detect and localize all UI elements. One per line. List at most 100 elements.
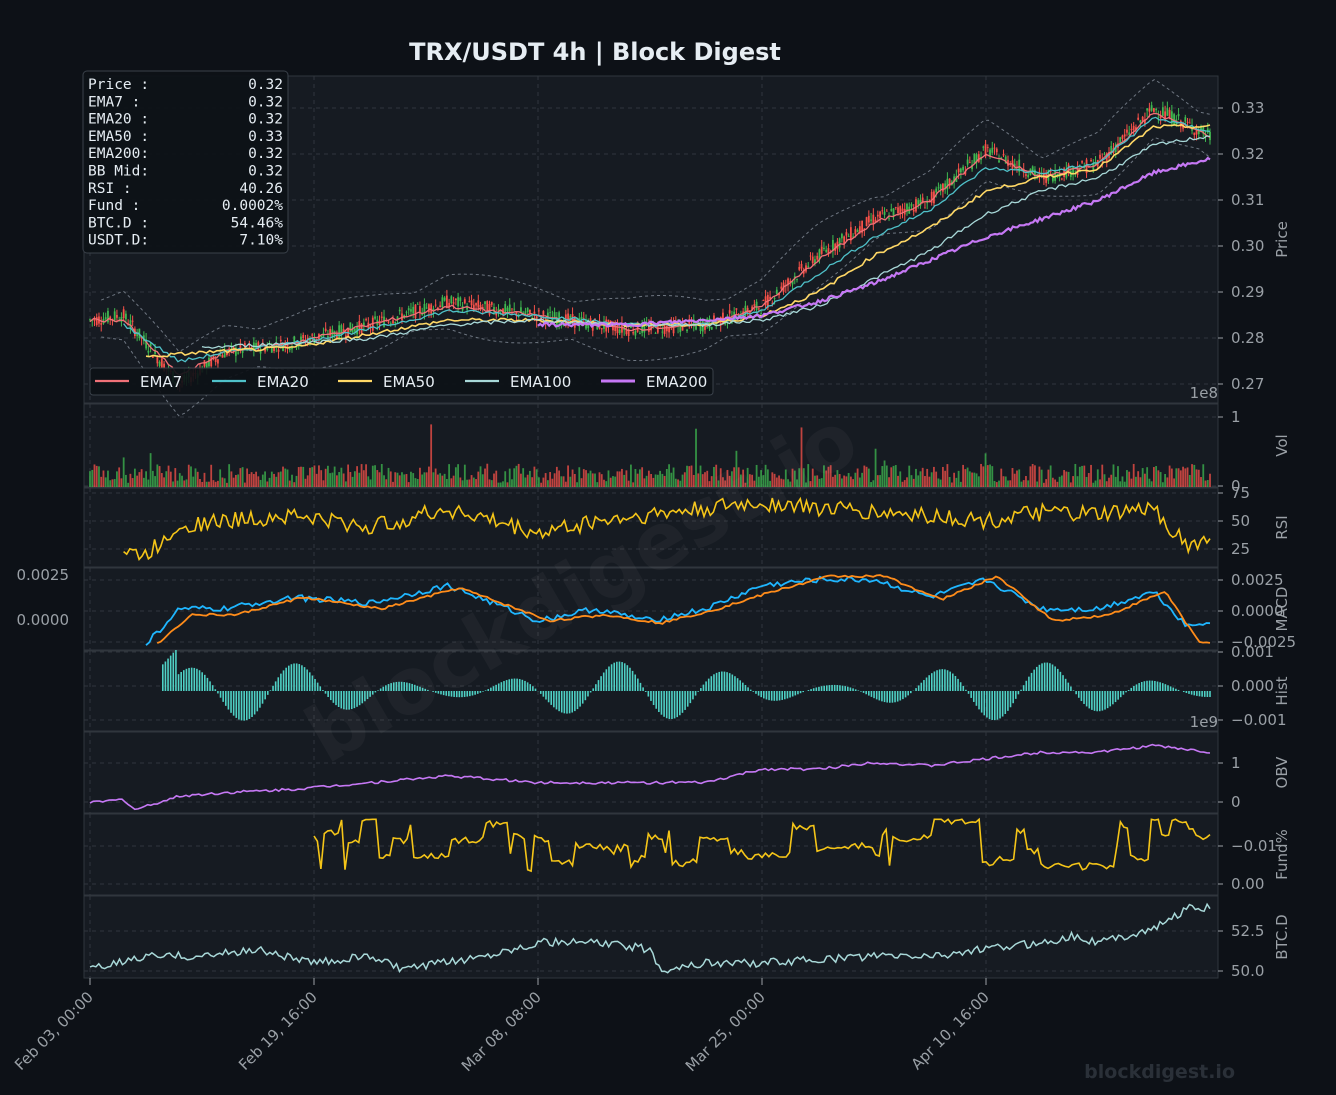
volume-bar — [942, 466, 944, 487]
hist-bar — [209, 681, 211, 691]
volume-bar — [621, 468, 623, 487]
hist-bar — [639, 682, 642, 691]
volume-bar — [748, 474, 751, 487]
candle-body — [638, 332, 641, 334]
candle-body — [371, 317, 374, 331]
hist-bar — [1004, 691, 1007, 714]
volume-bar — [959, 481, 962, 487]
hist-bar — [770, 691, 773, 701]
hist-bar — [889, 691, 891, 703]
hist-bar — [574, 691, 576, 712]
hist-bar — [1196, 691, 1198, 696]
candle-body — [1164, 111, 1167, 119]
volume-bar — [248, 473, 251, 487]
volume-bar — [807, 464, 810, 487]
info-label-7: Fund : — [88, 198, 140, 214]
candle-body — [230, 345, 233, 347]
hist-bar — [521, 679, 524, 691]
hist-bar — [529, 684, 532, 691]
volume-bar — [318, 465, 320, 487]
volume-bar — [167, 465, 170, 487]
volume-bar — [928, 476, 931, 487]
volume-bar — [576, 482, 578, 487]
hist-bar — [623, 663, 626, 691]
volume-bar — [371, 465, 374, 487]
candle-body — [450, 296, 453, 304]
volume-bar — [668, 464, 670, 487]
hist-bar — [902, 691, 904, 700]
hist-bar — [243, 691, 245, 721]
chart-title: TRX/USDT 4h | Block Digest — [409, 38, 781, 66]
candle-body — [529, 309, 531, 313]
hist-bar — [1001, 691, 1004, 717]
volume-bar — [1022, 480, 1025, 487]
volume-bar — [737, 467, 740, 487]
candle-body — [558, 312, 560, 324]
candle-body — [349, 322, 352, 333]
candle-body — [838, 238, 841, 248]
candle-body — [849, 227, 852, 241]
candle-body — [704, 323, 706, 330]
rsi-ylabel: RSI — [1273, 515, 1291, 539]
volume-ytick-label-0: 0 — [1231, 477, 1241, 495]
volume-bar — [196, 471, 199, 487]
volume-bar — [154, 476, 156, 487]
hist-bar — [702, 684, 705, 691]
volume-bar — [205, 481, 208, 487]
candle-body — [125, 313, 127, 320]
candle-body — [452, 302, 455, 304]
candle-body — [1170, 111, 1173, 124]
volume-bar — [351, 476, 354, 487]
volume-bar — [998, 480, 1000, 487]
hist-bar — [224, 691, 227, 706]
volume-bar — [719, 468, 722, 487]
hist-bar — [222, 691, 224, 702]
volume-bar — [1112, 464, 1115, 487]
candle-body — [867, 215, 870, 223]
volume-bar — [1209, 473, 1211, 487]
hist-bar — [337, 691, 340, 708]
volume-bar — [1173, 478, 1175, 487]
volume-bar — [1175, 468, 1178, 487]
candle-body — [504, 304, 507, 314]
hist-bar — [715, 672, 718, 691]
hist-bar — [542, 691, 545, 697]
volume-bar — [573, 474, 576, 487]
volume-ylabel: Vol — [1273, 434, 1291, 456]
hist-bar — [369, 691, 371, 697]
volume-bar — [208, 481, 210, 487]
hist-bar — [967, 691, 970, 694]
volume-bar — [1092, 482, 1095, 487]
volume-bar — [315, 473, 318, 487]
volume-bar — [881, 466, 884, 487]
volume-bar — [255, 471, 257, 487]
volume-bar — [421, 474, 424, 487]
candle-body — [975, 154, 978, 163]
volume-bar — [870, 482, 872, 487]
volume-bar — [311, 467, 314, 487]
volume-bar — [405, 474, 408, 487]
candle-body — [811, 256, 814, 264]
funding-ytick-label-1: −0.01 — [1231, 837, 1277, 855]
candle-body — [1168, 109, 1171, 119]
volume-bar — [327, 465, 329, 487]
volume-bar — [95, 465, 98, 487]
volume-bar — [630, 464, 632, 487]
volume-bar — [252, 474, 255, 487]
candle-body — [423, 303, 426, 314]
volume-bar — [874, 448, 877, 487]
candle-body — [535, 316, 538, 322]
volume-bar — [971, 472, 973, 487]
macd-ytick-label-2: −0.0025 — [1231, 633, 1296, 651]
candle-body — [728, 310, 731, 314]
volume-bar — [508, 468, 511, 487]
volume-bar — [1027, 480, 1030, 487]
hist-bar — [1209, 691, 1211, 697]
volume-bar — [432, 472, 435, 487]
volume-bar — [863, 465, 866, 487]
hist-bar — [602, 672, 605, 691]
volume-bar — [1013, 473, 1016, 487]
hist-bar — [461, 691, 463, 698]
volume-bar — [1204, 480, 1207, 487]
candle-body — [939, 184, 942, 190]
